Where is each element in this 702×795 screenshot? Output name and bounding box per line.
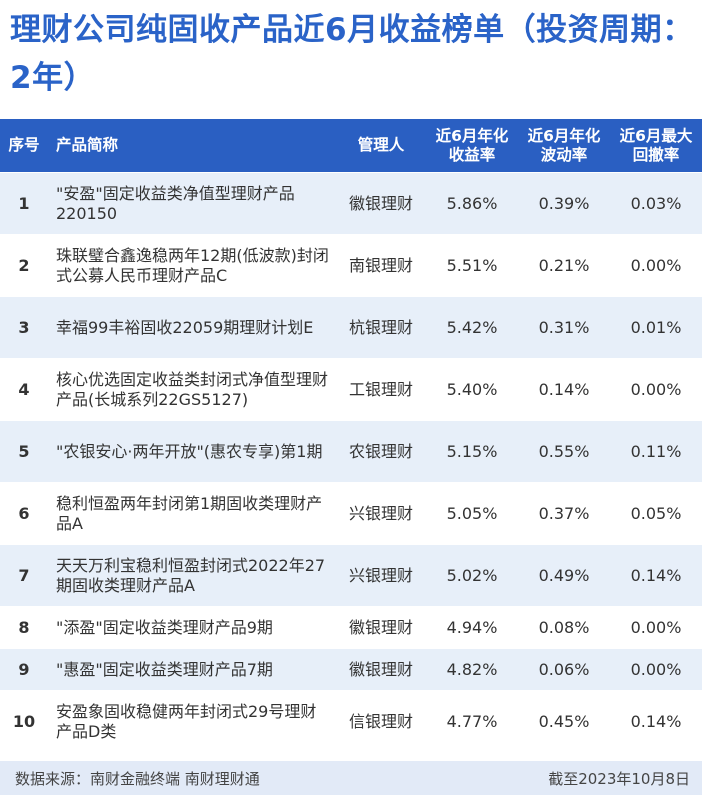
table-row: 1 "安盈"固定收益类净值型理财产品220150 徽银理财 5.86% 0.39… bbox=[0, 172, 702, 234]
table-row: 5 "农银安心·两年开放"(惠农专享)第1期 农银理财 5.15% 0.55% … bbox=[0, 420, 702, 482]
row-manager: 信银理财 bbox=[348, 711, 413, 731]
table-row: 2 珠联璧合鑫逸稳两年12期(低波款)封闭式公募人民币理财产品C 南银理财 5.… bbox=[0, 234, 702, 296]
row-name: 安盈象固收稳健两年封闭式29号理财产品D类 bbox=[56, 701, 317, 741]
data-source: 数据来源：南财金融终端 南财理财通 bbox=[15, 769, 260, 788]
row-volatility: 0.21% bbox=[538, 255, 590, 275]
row-rank: 2 bbox=[18, 255, 30, 275]
table-row: 9 "惠盈"固定收益类理财产品7期 徽银理财 4.82% 0.06% 0.00% bbox=[0, 648, 702, 690]
ranking-table: 序号 产品简称 管理人 近6月年化 收益率 近6月年化 波动率 近6月最大 回撤… bbox=[0, 119, 702, 761]
as-of-date: 截至2023年10月8日 bbox=[548, 769, 690, 788]
header-return: 近6月年化 收益率 bbox=[426, 127, 518, 165]
header-return-line1: 近6月年化 bbox=[435, 126, 509, 145]
row-drawdown: 0.03% bbox=[630, 193, 682, 213]
row-rank: 5 bbox=[18, 441, 30, 461]
row-manager: 兴银理财 bbox=[348, 503, 413, 523]
header-volatility: 近6月年化 波动率 bbox=[518, 127, 610, 165]
footer: 数据来源：南财金融终端 南财理财通 截至2023年10月8日 bbox=[0, 761, 702, 795]
row-return: 5.05% bbox=[446, 503, 498, 523]
table-row: 7 天天万利宝稳利恒盈封闭式2022年27期固收类理财产品A 兴银理财 5.02… bbox=[0, 544, 702, 606]
row-manager: 徽银理财 bbox=[348, 659, 413, 679]
row-return: 5.15% bbox=[446, 441, 498, 461]
row-volatility: 0.31% bbox=[538, 317, 590, 337]
row-rank: 8 bbox=[18, 617, 30, 637]
row-drawdown: 0.00% bbox=[630, 379, 682, 399]
row-volatility: 0.45% bbox=[538, 711, 590, 731]
row-drawdown: 0.00% bbox=[630, 659, 682, 679]
row-rank: 1 bbox=[18, 193, 30, 213]
row-manager: 南银理财 bbox=[348, 255, 413, 275]
row-rank: 6 bbox=[18, 503, 30, 523]
row-name: 稳利恒盈两年封闭第1期固收类理财产品A bbox=[56, 493, 323, 533]
header-volatility-line2: 波动率 bbox=[540, 145, 588, 164]
row-return: 4.77% bbox=[446, 711, 498, 731]
row-return: 4.82% bbox=[446, 659, 498, 679]
row-drawdown: 0.14% bbox=[630, 565, 682, 585]
row-return: 5.40% bbox=[446, 379, 498, 399]
row-manager: 徽银理财 bbox=[348, 617, 413, 637]
header-name: 产品简称 bbox=[56, 136, 119, 154]
table-row: 3 幸福99丰裕固收22059期理财计划E 杭银理财 5.42% 0.31% 0… bbox=[0, 296, 702, 358]
row-drawdown: 0.00% bbox=[630, 255, 682, 275]
row-drawdown: 0.01% bbox=[630, 317, 682, 337]
row-return: 5.02% bbox=[446, 565, 498, 585]
row-rank: 4 bbox=[18, 379, 30, 399]
row-return: 4.94% bbox=[446, 617, 498, 637]
row-manager: 徽银理财 bbox=[348, 193, 413, 213]
row-volatility: 0.14% bbox=[538, 379, 590, 399]
row-rank: 9 bbox=[18, 659, 30, 679]
header-drawdown: 近6月最大 回撤率 bbox=[610, 127, 702, 165]
row-return: 5.86% bbox=[446, 193, 498, 213]
table-header: 序号 产品简称 管理人 近6月年化 收益率 近6月年化 波动率 近6月最大 回撤… bbox=[0, 119, 702, 172]
row-manager: 工银理财 bbox=[348, 379, 413, 399]
row-volatility: 0.55% bbox=[538, 441, 590, 461]
row-volatility: 0.37% bbox=[538, 503, 590, 523]
row-name: 幸福99丰裕固收22059期理财计划E bbox=[56, 317, 314, 337]
row-name: "农银安心·两年开放"(惠农专享)第1期 bbox=[56, 441, 323, 461]
header-drawdown-line1: 近6月最大 bbox=[619, 126, 693, 145]
table-row: 10 安盈象固收稳健两年封闭式29号理财产品D类 信银理财 4.77% 0.45… bbox=[0, 690, 702, 752]
row-volatility: 0.08% bbox=[538, 617, 590, 637]
header-return-line2: 收益率 bbox=[448, 145, 496, 164]
row-name: 珠联璧合鑫逸稳两年12期(低波款)封闭式公募人民币理财产品C bbox=[56, 245, 329, 285]
row-name: 核心优选固定收益类封闭式净值型理财产品(长城系列22GS5127) bbox=[56, 369, 329, 409]
row-return: 5.42% bbox=[446, 317, 498, 337]
header-drawdown-line2: 回撤率 bbox=[632, 145, 680, 164]
table-row: 6 稳利恒盈两年封闭第1期固收类理财产品A 兴银理财 5.05% 0.37% 0… bbox=[0, 482, 702, 544]
header-volatility-line1: 近6月年化 bbox=[527, 126, 601, 145]
row-manager: 兴银理财 bbox=[348, 565, 413, 585]
header-manager: 管理人 bbox=[357, 136, 405, 154]
row-volatility: 0.39% bbox=[538, 193, 590, 213]
row-rank: 10 bbox=[12, 711, 36, 731]
row-name: "惠盈"固定收益类理财产品7期 bbox=[56, 659, 273, 679]
row-volatility: 0.49% bbox=[538, 565, 590, 585]
row-drawdown: 0.00% bbox=[630, 617, 682, 637]
row-volatility: 0.06% bbox=[538, 659, 590, 679]
row-rank: 7 bbox=[18, 565, 30, 585]
row-drawdown: 0.14% bbox=[630, 711, 682, 731]
table-row: 4 核心优选固定收益类封闭式净值型理财产品(长城系列22GS5127) 工银理财… bbox=[0, 358, 702, 420]
page-title: 理财公司纯固收产品近6月收益榜单（投资周期：2年） bbox=[10, 12, 694, 96]
row-drawdown: 0.11% bbox=[630, 441, 682, 461]
row-manager: 杭银理财 bbox=[348, 317, 413, 337]
row-drawdown: 0.05% bbox=[630, 503, 682, 523]
table-row: 8 "添盈"固定收益类理财产品9期 徽银理财 4.94% 0.08% 0.00% bbox=[0, 606, 702, 648]
row-manager: 农银理财 bbox=[348, 441, 413, 461]
row-name: 天天万利宝稳利恒盈封闭式2022年27期固收类理财产品A bbox=[56, 555, 326, 595]
row-name: "安盈"固定收益类净值型理财产品220150 bbox=[56, 183, 295, 223]
row-rank: 3 bbox=[18, 317, 30, 337]
row-name: "添盈"固定收益类理财产品9期 bbox=[56, 617, 273, 637]
row-return: 5.51% bbox=[446, 255, 498, 275]
header-rank: 序号 bbox=[8, 136, 40, 154]
